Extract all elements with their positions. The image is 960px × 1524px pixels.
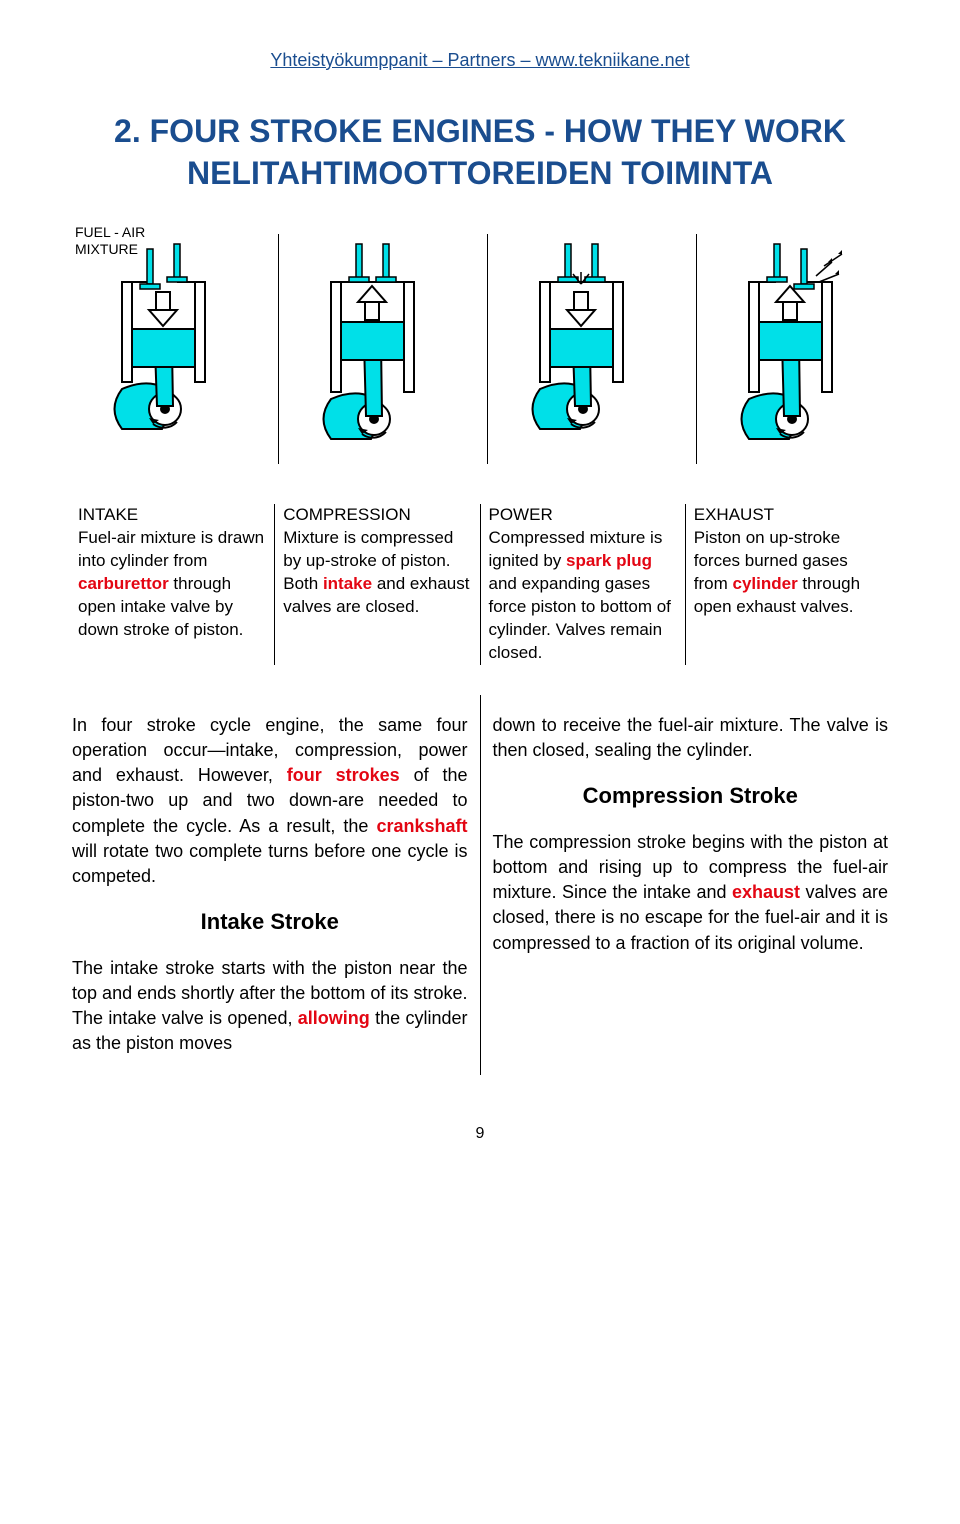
intake-stroke-heading: Intake Stroke bbox=[72, 907, 468, 938]
body-text: In four stroke cycle engine, the same fo… bbox=[60, 695, 900, 1075]
compression-stroke-heading: Compression Stroke bbox=[493, 781, 889, 812]
header-link[interactable]: Yhteistyökumppanit – Partners – www.tekn… bbox=[60, 50, 900, 71]
stroke-descriptions: INTAKE Fuel-air mixture is drawn into cy… bbox=[60, 504, 900, 665]
body-right-column: down to receive the fuel-air mixture. Th… bbox=[481, 695, 901, 1075]
engine-diagram-row: FUEL - AIRMIXTURE bbox=[60, 234, 900, 464]
body-left-column: In four stroke cycle engine, the same fo… bbox=[60, 695, 481, 1075]
desc-power: POWER Compressed mixture is ignited by s… bbox=[481, 504, 686, 665]
page-number: 9 bbox=[60, 1125, 900, 1143]
fuel-air-label: FUEL - AIRMIXTURE bbox=[75, 224, 145, 258]
diagram-compression bbox=[279, 234, 488, 464]
page-title: 2. FOUR STROKE ENGINES - HOW THEY WORK N… bbox=[60, 111, 900, 194]
desc-compression: COMPRESSION Mixture is compressed by up-… bbox=[275, 504, 480, 665]
desc-exhaust: EXHAUST Piston on up-stroke forces burne… bbox=[686, 504, 890, 665]
desc-intake: INTAKE Fuel-air mixture is drawn into cy… bbox=[70, 504, 275, 665]
diagram-intake: FUEL - AIRMIXTURE bbox=[70, 234, 279, 464]
diagram-power bbox=[488, 234, 697, 464]
diagram-exhaust bbox=[697, 234, 890, 464]
